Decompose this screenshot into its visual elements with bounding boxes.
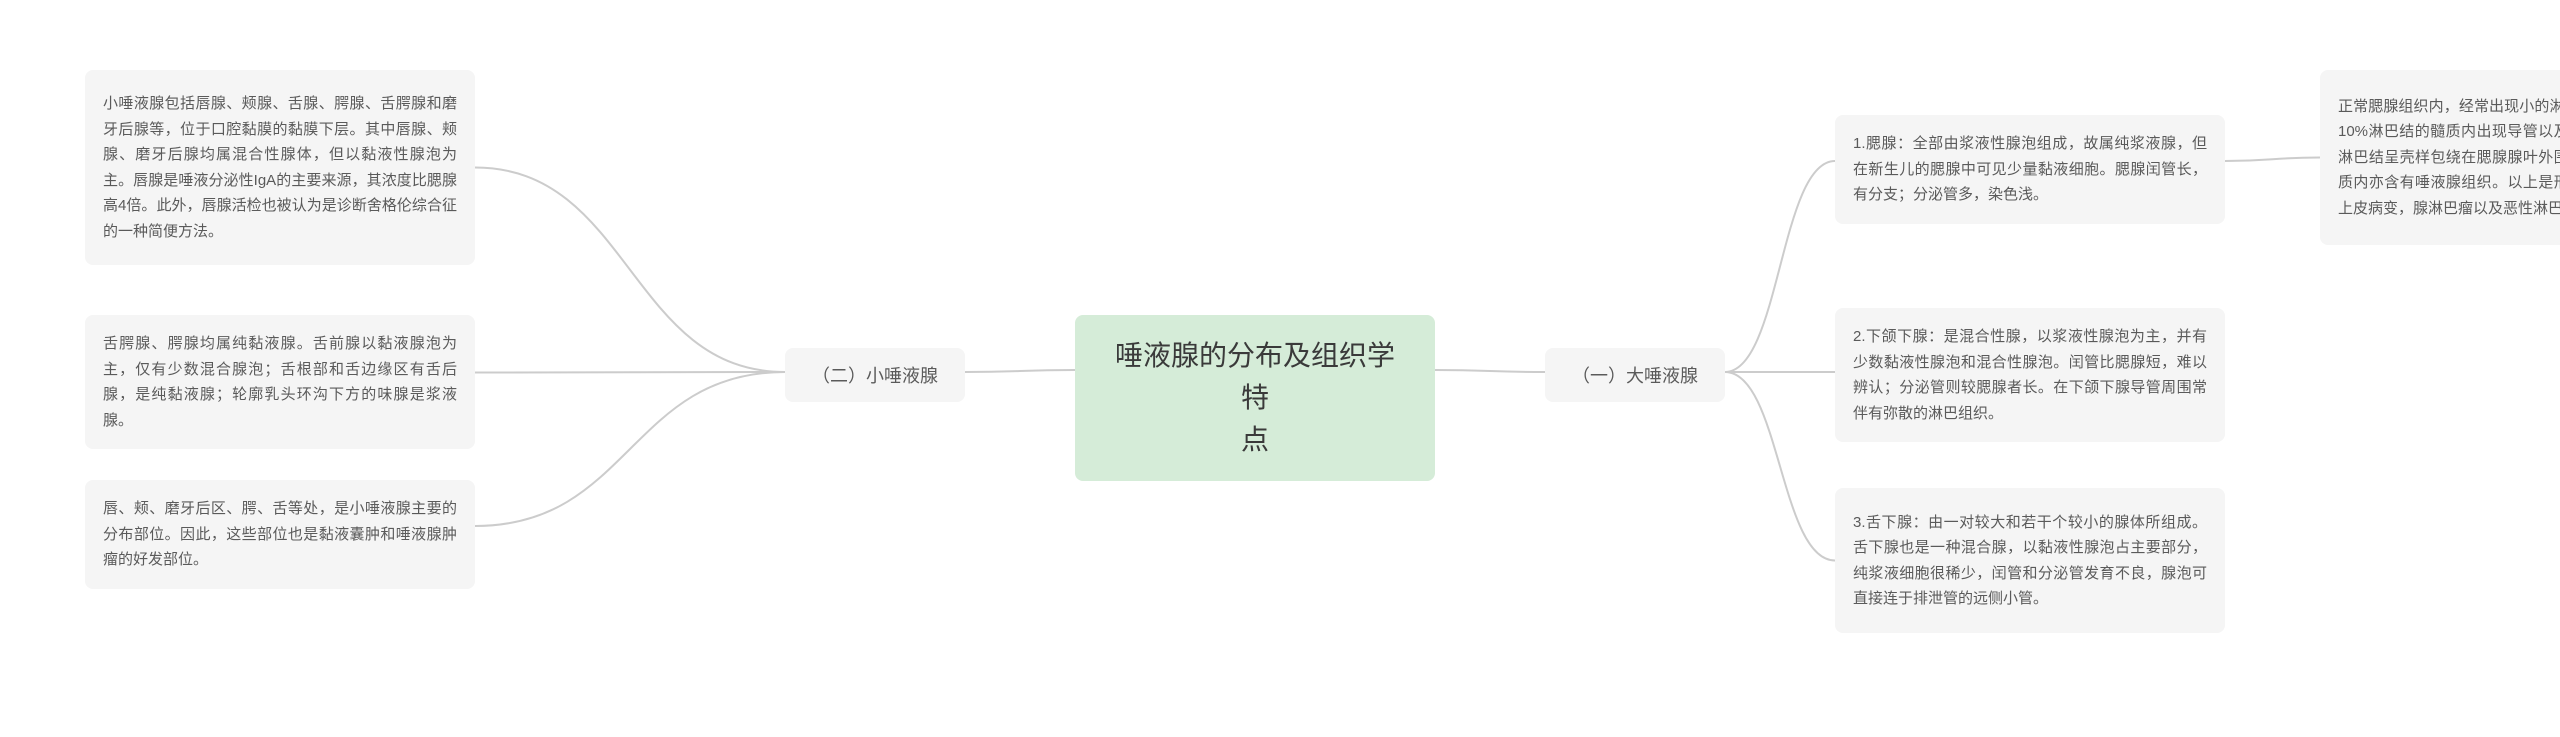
branch-left-label: （二）小唾液腺 <box>812 362 938 388</box>
center-node: 唾液腺的分布及组织学特 点 <box>1075 315 1435 481</box>
leaf-left-1: 舌腭腺、腭腺均属纯黏液腺。舌前腺以黏液腺泡为主，仅有少数混合腺泡；舌根部和舌边缘… <box>85 315 475 449</box>
leaf-right-0-label: 1.腮腺：全部由浆液性腺泡组成，故属纯浆液腺，但在新生儿的腮腺中可见少量黏液细胞… <box>1853 131 2207 208</box>
leaf-right-2: 3.舌下腺：由一对较大和若干个较小的腺体所组成。舌下腺也是一种混合腺，以黏液性腺… <box>1835 488 2225 633</box>
branch-left: （二）小唾液腺 <box>785 348 965 402</box>
leaf-left-1-label: 舌腭腺、腭腺均属纯黏液腺。舌前腺以黏液腺泡为主，仅有少数混合腺泡；舌根部和舌边缘… <box>103 331 457 433</box>
leaf-right-1: 2.下颌下腺：是混合性腺，以浆液性腺泡为主，并有少数黏液性腺泡和混合性腺泡。闰管… <box>1835 308 2225 442</box>
leaf-left-2-label: 唇、颊、磨牙后区、腭、舌等处，是小唾液腺主要的分布部位。因此，这些部位也是黏液囊… <box>103 496 457 573</box>
leaf-left-0: 小唾液腺包括唇腺、颊腺、舌腺、腭腺、舌腭腺和磨牙后腺等，位于口腔黏膜的黏膜下层。… <box>85 70 475 265</box>
leaf-left-0-label: 小唾液腺包括唇腺、颊腺、舌腺、腭腺、舌腭腺和磨牙后腺等，位于口腔黏膜的黏膜下层。… <box>103 91 457 244</box>
leaf-left-2: 唇、颊、磨牙后区、腭、舌等处，是小唾液腺主要的分布部位。因此，这些部位也是黏液囊… <box>85 480 475 589</box>
center-node-label: 唾液腺的分布及组织学特 点 <box>1103 335 1407 461</box>
leaf-right-0: 1.腮腺：全部由浆液性腺泡组成，故属纯浆液腺，但在新生儿的腮腺中可见少量黏液细胞… <box>1835 115 2225 224</box>
branch-right-label: （一）大唾液腺 <box>1572 362 1698 388</box>
leaf-right-2-label: 3.舌下腺：由一对较大和若干个较小的腺体所组成。舌下腺也是一种混合腺，以黏液性腺… <box>1853 510 2207 612</box>
leaf-right-1-label: 2.下颌下腺：是混合性腺，以浆液性腺泡为主，并有少数黏液性腺泡和混合性腺泡。闰管… <box>1853 324 2207 426</box>
leaf-right-0-sub: 正常腮腺组织内，经常出现小的淋巴结。其中，5%～10%淋巴结的髓质内出现导管以及… <box>2320 70 2560 245</box>
branch-right: （一）大唾液腺 <box>1545 348 1725 402</box>
leaf-right-0-sub-label: 正常腮腺组织内，经常出现小的淋巴结。其中，5%～10%淋巴结的髓质内出现导管以及… <box>2338 94 2560 222</box>
